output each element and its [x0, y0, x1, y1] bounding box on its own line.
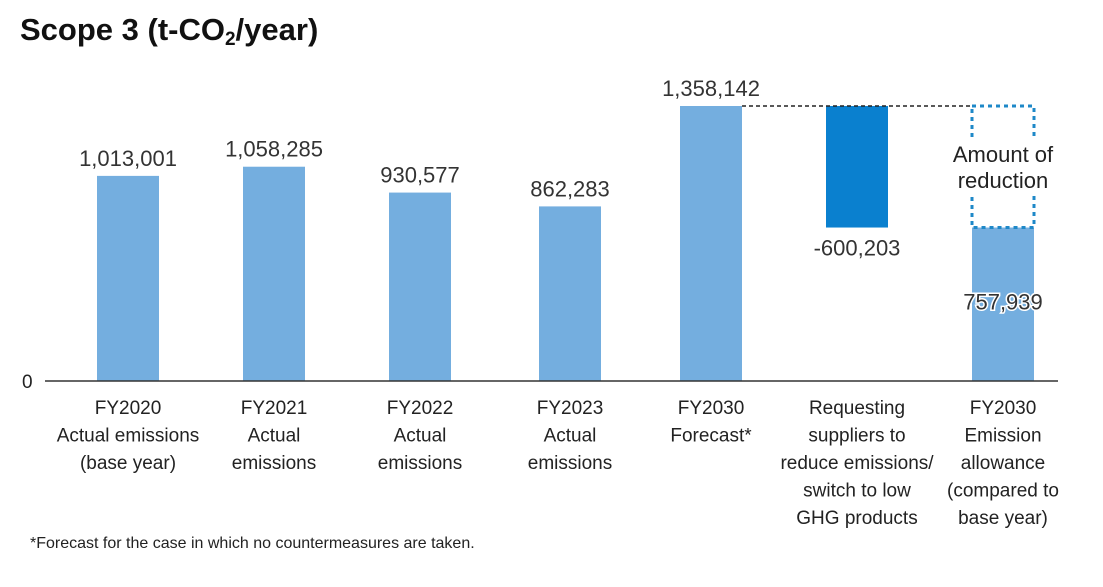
category-label-2-0: FY2022 — [387, 398, 454, 419]
bar-4 — [680, 106, 742, 381]
value-label-4: 1,358,142 — [662, 76, 760, 101]
category-label-6-4: base year) — [958, 508, 1048, 529]
category-label-5-1: suppliers to — [808, 426, 905, 447]
category-label-1-1: Actual — [248, 426, 301, 447]
category-label-5-0: Requesting — [809, 398, 905, 419]
reduction-label-bg — [945, 140, 1061, 194]
bar-0 — [97, 175, 159, 381]
category-label-0-2: (base year) — [80, 453, 176, 474]
category-label-5-2: reduce emissions/ — [780, 453, 934, 474]
value-label-6: 757,939 — [963, 290, 1043, 315]
chart-title: Scope 3 (t-CO2/year) — [20, 12, 318, 50]
category-label-6-3: (compared to — [947, 481, 1059, 502]
category-label-3-0: FY2023 — [537, 398, 604, 419]
reduction-label-line-1: reduction — [958, 168, 1049, 193]
category-label-6-2: allowance — [961, 453, 1046, 474]
bar-1 — [243, 166, 305, 381]
reduction-label-line-0: Amount of — [953, 142, 1054, 167]
category-label-1-2: emissions — [232, 453, 316, 474]
category-label-6-0: FY2030 — [970, 398, 1037, 419]
category-label-3-1: Actual — [544, 426, 597, 447]
category-label-4-1: Forecast* — [670, 426, 752, 447]
value-label-1: 1,058,285 — [225, 137, 323, 162]
footnote: *Forecast for the case in which no count… — [30, 535, 475, 552]
bar-6 — [972, 227, 1034, 381]
value-label-2: 930,577 — [380, 163, 460, 188]
category-label-2-2: emissions — [378, 453, 462, 474]
category-label-5-3: switch to low — [803, 481, 911, 502]
reduction-bar — [826, 106, 888, 228]
bar-2 — [389, 192, 451, 381]
value-label-0: 1,013,001 — [79, 146, 177, 171]
category-label-0-0: FY2020 — [95, 398, 162, 419]
category-label-6-1: Emission — [964, 426, 1041, 447]
category-label-1-0: FY2021 — [241, 398, 308, 419]
category-label-2-1: Actual — [394, 426, 447, 447]
category-label-0-1: Actual emissions — [57, 426, 200, 447]
category-label-4-0: FY2030 — [678, 398, 745, 419]
bar-3 — [539, 206, 601, 381]
value-label-3: 862,283 — [530, 176, 610, 201]
category-label-5-4: GHG products — [796, 508, 917, 529]
y-zero-tick-label: 0 — [22, 372, 33, 393]
category-label-3-2: emissions — [528, 453, 612, 474]
value-label-5: -600,203 — [814, 236, 901, 261]
